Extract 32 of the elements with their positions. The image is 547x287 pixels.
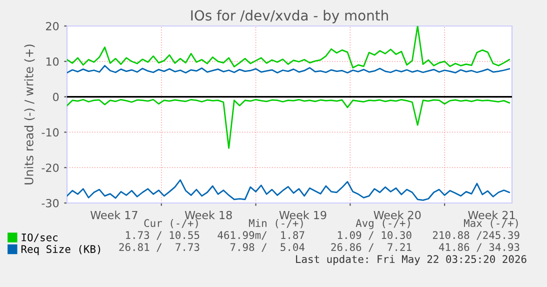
text: Max (-/+) [464,219,518,228]
text: Min (-/+) [248,218,303,228]
text: 26.86 / 7.21 [331,243,412,252]
y-tick-label: 10 [46,57,59,66]
line-series [67,179,510,201]
x-tick-label: Week 21 [468,210,515,220]
chart-title: IOs for /dev/xvda - by month [191,10,388,24]
text: 1.09 / 10.30 [338,231,412,240]
text: 1.73 / 10.55 [126,231,200,240]
x-tick-label: Week 20 [374,210,421,220]
text: 7.98 / 5.04 [230,243,305,252]
y-tick-label: -10 [42,128,59,137]
text: Cur (-/+) [144,219,198,228]
x-tick-label: Week 18 [184,210,232,220]
text: 26.81 / 7.73 [119,243,200,252]
y-tick-label: 20 [46,22,59,30]
x-tick-label: Week 17 [90,210,138,220]
y-axis-title: Units read (-) / write (+) [24,44,35,184]
text: 41.86 / 34.93 [438,243,520,252]
text: Avg (-/+) [356,218,410,230]
line-series [67,98,510,149]
text: Last update: Fri May 22 03:25:20 2026 [296,254,526,266]
x-tick-label: Week 19 [279,210,326,220]
text: 461.99m/ 1.87 [218,231,304,240]
y-tick-label: 0 [53,92,59,102]
y-tick-label: -20 [42,164,59,172]
line-series [67,26,510,68]
legend-label: IO/sec [22,233,58,242]
legend-label: Req Size (KB) [21,244,100,256]
y-tick-label: -30 [42,198,59,208]
text: 210.88 /245.39 [432,231,520,240]
line-series [67,64,510,74]
